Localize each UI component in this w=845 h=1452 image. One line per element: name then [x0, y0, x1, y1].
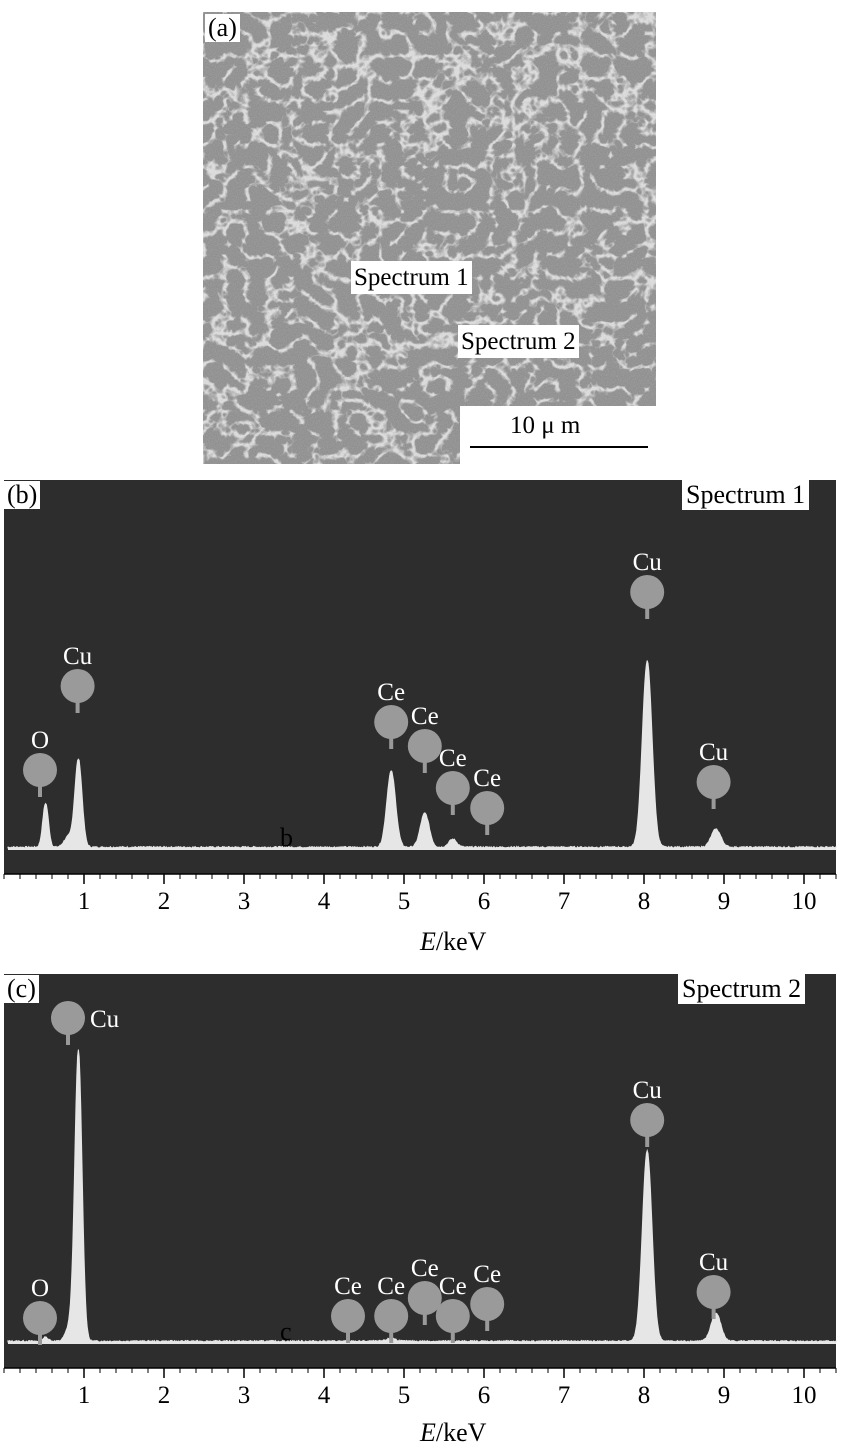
x-tick-label: 3 [238, 1382, 251, 1409]
peak-marker-ce [374, 705, 409, 749]
peak-label: Ce [411, 1255, 439, 1282]
peak-marker-dot [435, 1299, 470, 1333]
peak-marker-dot [407, 729, 442, 763]
peak-marker-dot [696, 765, 731, 799]
scale-bar-box: 10 μ m [460, 406, 656, 464]
peak-marker-cu [60, 669, 95, 713]
peak-marker-ce [470, 791, 505, 835]
peak-label: Ce [473, 1261, 501, 1288]
trace-label: c [280, 1317, 292, 1346]
peak-marker-ce [407, 729, 442, 773]
peak-marker-ce [435, 1299, 470, 1343]
peak-label: Ce [411, 703, 439, 730]
x-axis-label-c-symbol: E [420, 1418, 436, 1447]
peak-label: O [31, 1275, 49, 1302]
x-tick-label: 10 [792, 1382, 817, 1409]
x-tick-label: 5 [398, 888, 411, 915]
peak-marker-dot [23, 1301, 57, 1335]
peak-marker-cu [51, 1001, 85, 1045]
x-tick-label: 5 [398, 1382, 411, 1409]
x-tick-label: 1 [78, 888, 91, 915]
peak-marker-cu [630, 1103, 665, 1147]
peak-label: Ce [439, 745, 467, 772]
spectrum-trace [7, 1049, 837, 1344]
x-axis-area [0, 874, 845, 944]
x-tick-label: 4 [318, 888, 331, 915]
x-tick-label: 3 [238, 888, 251, 915]
spectrum-trace [7, 660, 837, 849]
peak-marker-dot [51, 1001, 85, 1035]
peak-marker-dot [60, 669, 95, 703]
peak-label: Cu [699, 739, 729, 766]
peak-marker-dot [435, 771, 470, 805]
peak-label: Cu [63, 643, 93, 670]
peak-marker-dot [630, 1103, 665, 1137]
plot-area [4, 480, 836, 874]
spectrum-2-title: Spectrum 2 [678, 974, 806, 1004]
spectrum-2-marker: Spectrum 2 [458, 325, 579, 358]
peak-label: Cu [633, 1077, 663, 1104]
peak-marker-dot [23, 753, 57, 787]
x-tick-label: 8 [638, 1382, 651, 1409]
peak-label: Cu [699, 1249, 729, 1276]
x-tick-label: 1 [78, 1382, 91, 1409]
x-axis-label-c: E/keV [420, 1420, 486, 1446]
trace-label: b [280, 823, 293, 852]
x-tick-label: 7 [558, 1382, 571, 1409]
panel-label-c: (c) [4, 975, 39, 1003]
peak-label: Ce [377, 679, 405, 706]
x-axis-label-b-symbol: E [420, 927, 436, 956]
x-tick-label: 7 [558, 888, 571, 915]
peak-marker-ce [435, 771, 470, 815]
peak-label: Ce [439, 1273, 467, 1300]
x-tick-label: 2 [158, 888, 171, 915]
peak-marker-dot [374, 705, 409, 739]
x-tick-label: 6 [478, 888, 491, 915]
peak-marker-cu [696, 1275, 731, 1319]
peak-marker-dot [470, 1287, 505, 1321]
sem-micrograph: Spectrum 1 Spectrum 2 10 μ m [203, 12, 656, 464]
panel-label-b: (b) [4, 481, 41, 509]
spectrum-1-marker: Spectrum 1 [351, 261, 472, 294]
x-tick-label: 2 [158, 1382, 171, 1409]
sem-texture [203, 12, 656, 464]
peak-marker-dot [470, 791, 505, 825]
peak-marker-dot [407, 1281, 442, 1315]
x-tick-label: 9 [718, 888, 731, 915]
peak-marker-ce [331, 1299, 365, 1343]
x-tick-label: 9 [718, 1382, 731, 1409]
x-axis-label-b: E/keV [420, 929, 486, 955]
peak-marker-dot [630, 575, 665, 609]
peak-marker-ce [407, 1281, 442, 1325]
scale-bar-label: 10 μ m [510, 412, 581, 439]
x-axis-area [0, 1368, 845, 1438]
x-tick-label: 10 [792, 888, 817, 915]
peak-marker-o [23, 1301, 57, 1345]
spectrum-1-title: Spectrum 1 [682, 480, 810, 510]
panel-label-a: (a) [205, 14, 240, 42]
peak-marker-dot [331, 1299, 365, 1333]
scale-bar-line [470, 446, 648, 448]
peak-marker-cu [696, 765, 731, 809]
peak-label: Ce [377, 1273, 405, 1300]
x-tick-label: 8 [638, 888, 651, 915]
peak-marker-ce [374, 1299, 409, 1343]
x-tick-label: 6 [478, 1382, 491, 1409]
peak-label: Cu [90, 1006, 120, 1033]
x-axis-label-b-unit: /keV [435, 927, 487, 956]
x-tick-label: 4 [318, 1382, 331, 1409]
peak-marker-dot [696, 1275, 731, 1309]
peak-label: Cu [633, 549, 663, 576]
x-axis-label-c-unit: /keV [435, 1418, 487, 1447]
peak-marker-dot [374, 1299, 409, 1333]
peak-marker-cu [630, 575, 665, 619]
peak-label: O [31, 727, 49, 754]
peak-label: Ce [334, 1273, 362, 1300]
peak-label: Ce [473, 765, 501, 792]
peak-marker-ce [470, 1287, 505, 1331]
peak-marker-o [23, 753, 57, 797]
